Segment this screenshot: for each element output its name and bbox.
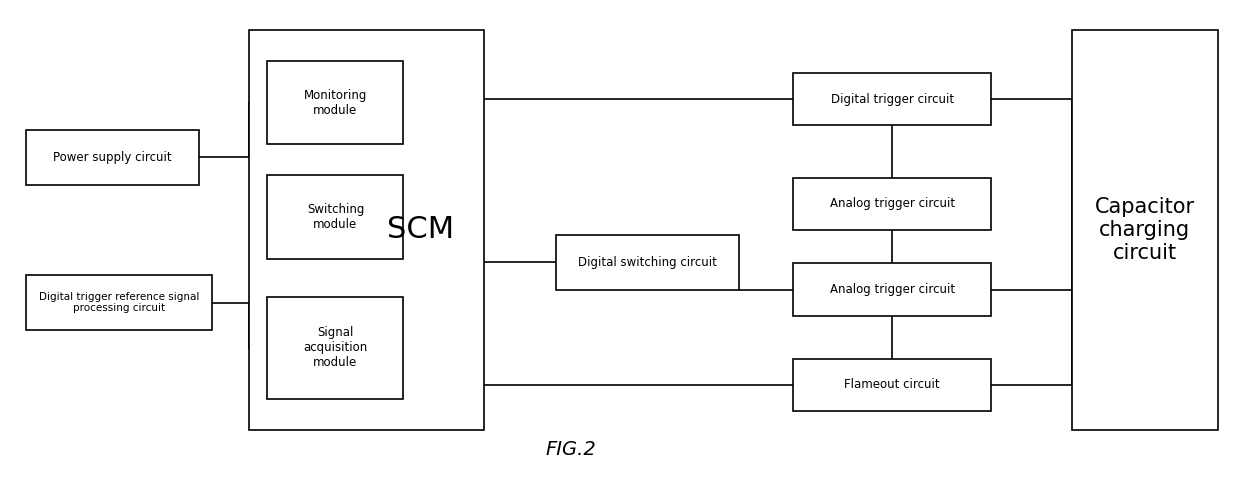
FancyBboxPatch shape <box>268 297 403 399</box>
FancyBboxPatch shape <box>794 359 991 411</box>
Text: Capacitor
charging
circuit: Capacitor charging circuit <box>1095 197 1194 263</box>
Text: Monitoring
module: Monitoring module <box>304 89 367 116</box>
Text: Switching
module: Switching module <box>306 203 365 231</box>
FancyBboxPatch shape <box>268 175 403 259</box>
Text: SCM: SCM <box>387 216 454 244</box>
FancyBboxPatch shape <box>26 130 200 185</box>
FancyBboxPatch shape <box>556 235 739 289</box>
FancyBboxPatch shape <box>26 275 212 330</box>
FancyBboxPatch shape <box>794 73 991 125</box>
FancyBboxPatch shape <box>794 178 991 230</box>
FancyBboxPatch shape <box>249 30 484 430</box>
Text: Digital trigger reference signal
processing circuit: Digital trigger reference signal process… <box>38 292 200 313</box>
Text: Analog trigger circuit: Analog trigger circuit <box>830 283 955 296</box>
Text: Digital trigger circuit: Digital trigger circuit <box>831 92 954 105</box>
Text: FIG.2: FIG.2 <box>546 440 596 458</box>
Text: Analog trigger circuit: Analog trigger circuit <box>830 197 955 210</box>
Text: Flameout circuit: Flameout circuit <box>844 378 940 391</box>
FancyBboxPatch shape <box>268 61 403 144</box>
FancyBboxPatch shape <box>1071 30 1218 430</box>
Text: Signal
acquisition
module: Signal acquisition module <box>304 326 367 369</box>
Text: Digital switching circuit: Digital switching circuit <box>578 256 717 269</box>
FancyBboxPatch shape <box>794 263 991 316</box>
Text: Power supply circuit: Power supply circuit <box>53 151 172 164</box>
